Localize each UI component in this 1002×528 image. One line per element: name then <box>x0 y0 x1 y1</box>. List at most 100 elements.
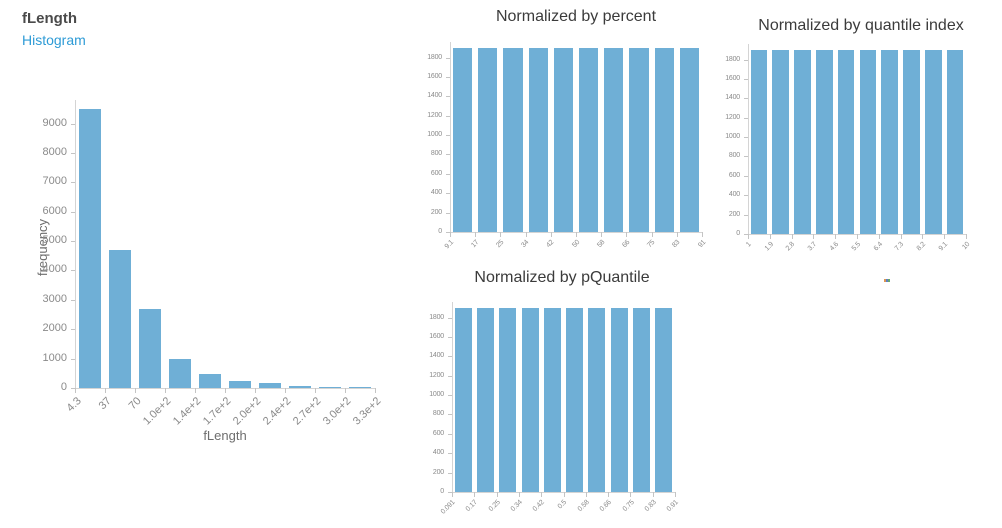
bar[interactable] <box>772 49 789 234</box>
bar[interactable] <box>610 307 628 492</box>
x-tick-label: 0.83 <box>643 499 658 514</box>
bar[interactable] <box>881 49 898 234</box>
bar[interactable] <box>318 387 342 388</box>
y-axis-line <box>75 100 76 388</box>
bar[interactable] <box>588 307 606 492</box>
x-tick-label: 0.75 <box>621 499 636 514</box>
bar[interactable] <box>476 307 494 492</box>
bar[interactable] <box>579 47 599 232</box>
x-tick-label: 0.66 <box>599 499 614 514</box>
bar[interactable] <box>168 359 192 388</box>
x-tick-label: 2.0e+2 <box>230 395 264 428</box>
plot-area: 0 200 400 600 800 1000 1200 1400 1600 1800 1 1.9 2.8… <box>725 44 971 252</box>
bar[interactable] <box>553 47 573 232</box>
histogram-link[interactable]: Histogram <box>22 32 86 48</box>
y-tick-label: 1000 <box>725 133 740 141</box>
bar[interactable] <box>794 49 811 234</box>
bar[interactable] <box>816 49 833 234</box>
x-tick-mark <box>748 234 749 239</box>
y-tick-mark <box>744 78 748 80</box>
y-tick-label: 5000 <box>42 234 67 247</box>
x-tick-label: 83 <box>671 239 682 250</box>
y-tick-label: 1400 <box>427 92 442 100</box>
y-tick-mark <box>446 212 450 214</box>
bar[interactable] <box>750 49 768 234</box>
x-tick-label: 2.8 <box>785 241 797 253</box>
x-tick-label: 0.25 <box>487 499 502 514</box>
y-tick-label: 0 <box>440 488 444 495</box>
y-tick-mark <box>744 214 748 216</box>
bar[interactable] <box>258 383 282 388</box>
bar[interactable] <box>543 307 561 492</box>
x-tick-mark <box>255 388 256 393</box>
bar[interactable] <box>655 307 673 492</box>
x-tick-mark <box>813 234 815 239</box>
x-tick-mark <box>626 232 628 237</box>
x-tick-mark <box>576 232 577 237</box>
bar[interactable] <box>633 307 650 492</box>
bar[interactable] <box>108 249 132 388</box>
y-tick-label: 1000 <box>42 351 67 364</box>
bar[interactable] <box>228 380 252 388</box>
x-tick-mark <box>585 492 587 497</box>
bar[interactable] <box>566 307 584 492</box>
x-tick-label: 0.34 <box>509 499 524 514</box>
bar[interactable] <box>604 47 624 232</box>
y-tick-mark <box>71 270 75 272</box>
x-tick-mark <box>165 388 166 393</box>
x-tick-label: 3.7 <box>806 241 819 253</box>
y-axis-line <box>450 42 451 232</box>
bar[interactable] <box>138 308 162 388</box>
y-tick-label: 0 <box>736 230 740 237</box>
y-tick-mark <box>71 358 75 360</box>
x-tick-mark <box>496 492 498 497</box>
x-tick-mark <box>474 492 476 497</box>
bar[interactable] <box>903 49 920 234</box>
bar[interactable] <box>198 374 222 388</box>
y-tick-mark <box>448 492 452 493</box>
bar[interactable] <box>521 307 539 492</box>
y-tick-label: 1200 <box>427 111 442 119</box>
bar[interactable] <box>654 47 674 232</box>
x-tick-mark <box>525 232 527 237</box>
bar[interactable] <box>946 49 964 234</box>
bar[interactable] <box>528 47 548 232</box>
bar[interactable] <box>288 386 312 388</box>
x-tick-label: 1.7e+2 <box>200 395 234 428</box>
bar[interactable] <box>503 47 523 232</box>
y-axis-line <box>452 302 453 492</box>
y-tick-mark <box>744 98 748 100</box>
bar[interactable] <box>629 47 649 232</box>
bar[interactable] <box>78 109 102 388</box>
x-tick-label: 0.5 <box>557 499 569 511</box>
y-tick-label: 800 <box>728 152 740 160</box>
x-tick-mark <box>105 388 106 393</box>
y-tick-label: 800 <box>432 410 444 418</box>
y-tick-label: 1800 <box>429 313 444 321</box>
y-tick-mark <box>448 356 452 358</box>
x-tick-label: 58 <box>595 239 607 250</box>
x-tick-mark <box>702 232 703 237</box>
y-tick-label: 8000 <box>42 145 67 158</box>
bar[interactable] <box>499 307 517 492</box>
y-tick-mark <box>744 59 748 61</box>
x-tick-label: 8.2 <box>915 241 928 253</box>
bar[interactable] <box>454 307 472 492</box>
y-tick-mark <box>744 195 748 197</box>
bar[interactable] <box>348 387 372 388</box>
bar[interactable] <box>925 49 942 234</box>
y-tick-label: 1200 <box>429 371 444 379</box>
bar[interactable] <box>859 49 877 234</box>
bar[interactable] <box>679 47 699 232</box>
bar[interactable] <box>453 47 473 232</box>
bar[interactable] <box>478 47 498 232</box>
x-tick-mark <box>769 234 771 239</box>
x-tick-label: 2.4e+2 <box>260 395 294 428</box>
x-tick-mark <box>500 232 502 237</box>
bar[interactable] <box>837 49 855 234</box>
x-tick-mark <box>835 234 837 239</box>
x-tick-label: 6.4 <box>872 241 884 253</box>
y-tick-mark <box>71 241 75 243</box>
x-tick-mark <box>900 234 902 239</box>
y-tick-mark <box>446 57 450 59</box>
